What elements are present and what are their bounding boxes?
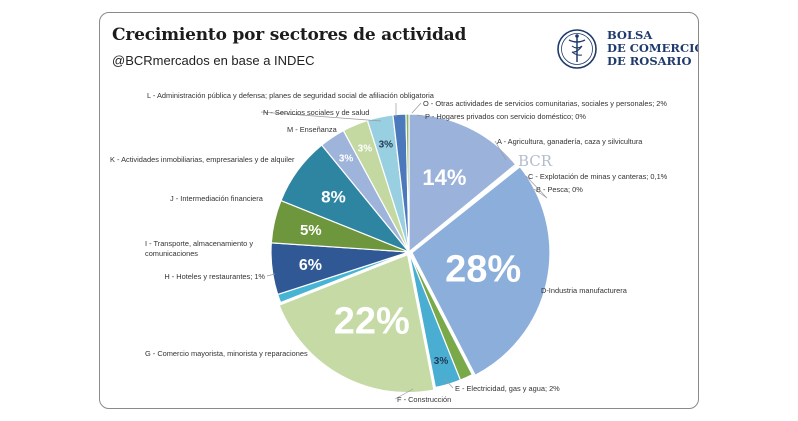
caduceus-seal-icon <box>557 29 597 69</box>
logo-line-3: DE ROSARIO <box>607 54 692 68</box>
slice-label-g: G - Comercio mayorista, minorista y repa… <box>145 349 308 358</box>
slice-label-k: K - Actividades inmobiliarias, empresari… <box>110 155 295 164</box>
leader-line-h <box>266 273 276 277</box>
slice-label-e: E - Electricidad, gas y agua; 2% <box>455 384 560 393</box>
slice-percent-j: 5% <box>300 222 322 239</box>
slice-percent-l: 3% <box>339 154 354 165</box>
slice-label-j: J - Intermediación financiera <box>170 194 264 203</box>
pie-chart: BCR 14% 28% 3% 22% 6% 5% 8% 3% 3% 3% A - Agricultur… <box>110 91 668 404</box>
leader-line-e <box>444 378 454 389</box>
logo-text: BOLSA DE COMERCIO DE ROSARIO <box>607 28 699 68</box>
slice-label-a: A - Agricultura, ganadería, caza y silvi… <box>497 137 643 146</box>
leader-line-n <box>260 111 382 122</box>
leader-line-p <box>416 114 424 117</box>
slice-percent-m: 3% <box>358 143 373 154</box>
leader-line-c <box>525 175 548 199</box>
slice-label-p: P - Hogares privados con servicio domést… <box>425 112 586 121</box>
slice-label-f: F - Construcción <box>397 395 451 404</box>
pie-slices <box>270 113 551 394</box>
logo-line-1: BOLSA <box>607 28 653 42</box>
slice-label-o: O - Otras actividades de servicios comun… <box>423 99 667 108</box>
chart-card: Crecimiento por sectores de actividad @B… <box>99 12 699 409</box>
slice-percent-k: 8% <box>321 188 346 207</box>
leader-line-f <box>394 388 414 400</box>
slice-label-m: M - Enseñanza <box>287 125 338 134</box>
pie-slice-p <box>405 113 410 253</box>
bcr-watermark: BCR <box>518 152 553 170</box>
bcr-logo: BOLSA DE COMERCIO DE ROSARIO <box>555 27 698 71</box>
slice-label-i: I - Transporte, almacenamiento y comunica… <box>145 239 253 258</box>
slice-label-d: D-Industria manufacturera <box>541 286 628 295</box>
chart-title: Crecimiento por sectores de actividad <box>112 25 467 45</box>
leader-line-o <box>411 102 422 114</box>
slice-percent-n: 3% <box>379 140 394 151</box>
pie-slice-g <box>278 253 435 394</box>
leader-line-b <box>533 188 548 199</box>
slice-label-l: L - Administración pública y defensa; pl… <box>147 91 435 100</box>
slice-percent-g: 22% <box>334 300 410 342</box>
slice-percent-d: 28% <box>445 249 521 291</box>
slice-percent-f: 3% <box>434 356 449 367</box>
pie-slice-f <box>408 251 462 389</box>
slice-label-c: C - Explotación de minas y canteras; 0,1… <box>528 172 668 181</box>
slice-label-b: B - Pesca; 0% <box>536 185 583 194</box>
slice-percent-a: 14% <box>422 165 466 190</box>
pie-slice-a <box>408 113 517 254</box>
chart-subtitle: @BCRmercados en base a INDEC <box>112 53 315 68</box>
slice-percent-i: 6% <box>299 257 322 274</box>
logo-line-2: DE COMERCIO <box>607 41 699 55</box>
slice-label-n: N - Servicios sociales y de salud <box>263 108 369 117</box>
slice-label-h: H - Hoteles y restaurantes; 1% <box>164 272 265 281</box>
pie-slice-c <box>408 164 518 253</box>
leader-line-a <box>494 140 507 161</box>
